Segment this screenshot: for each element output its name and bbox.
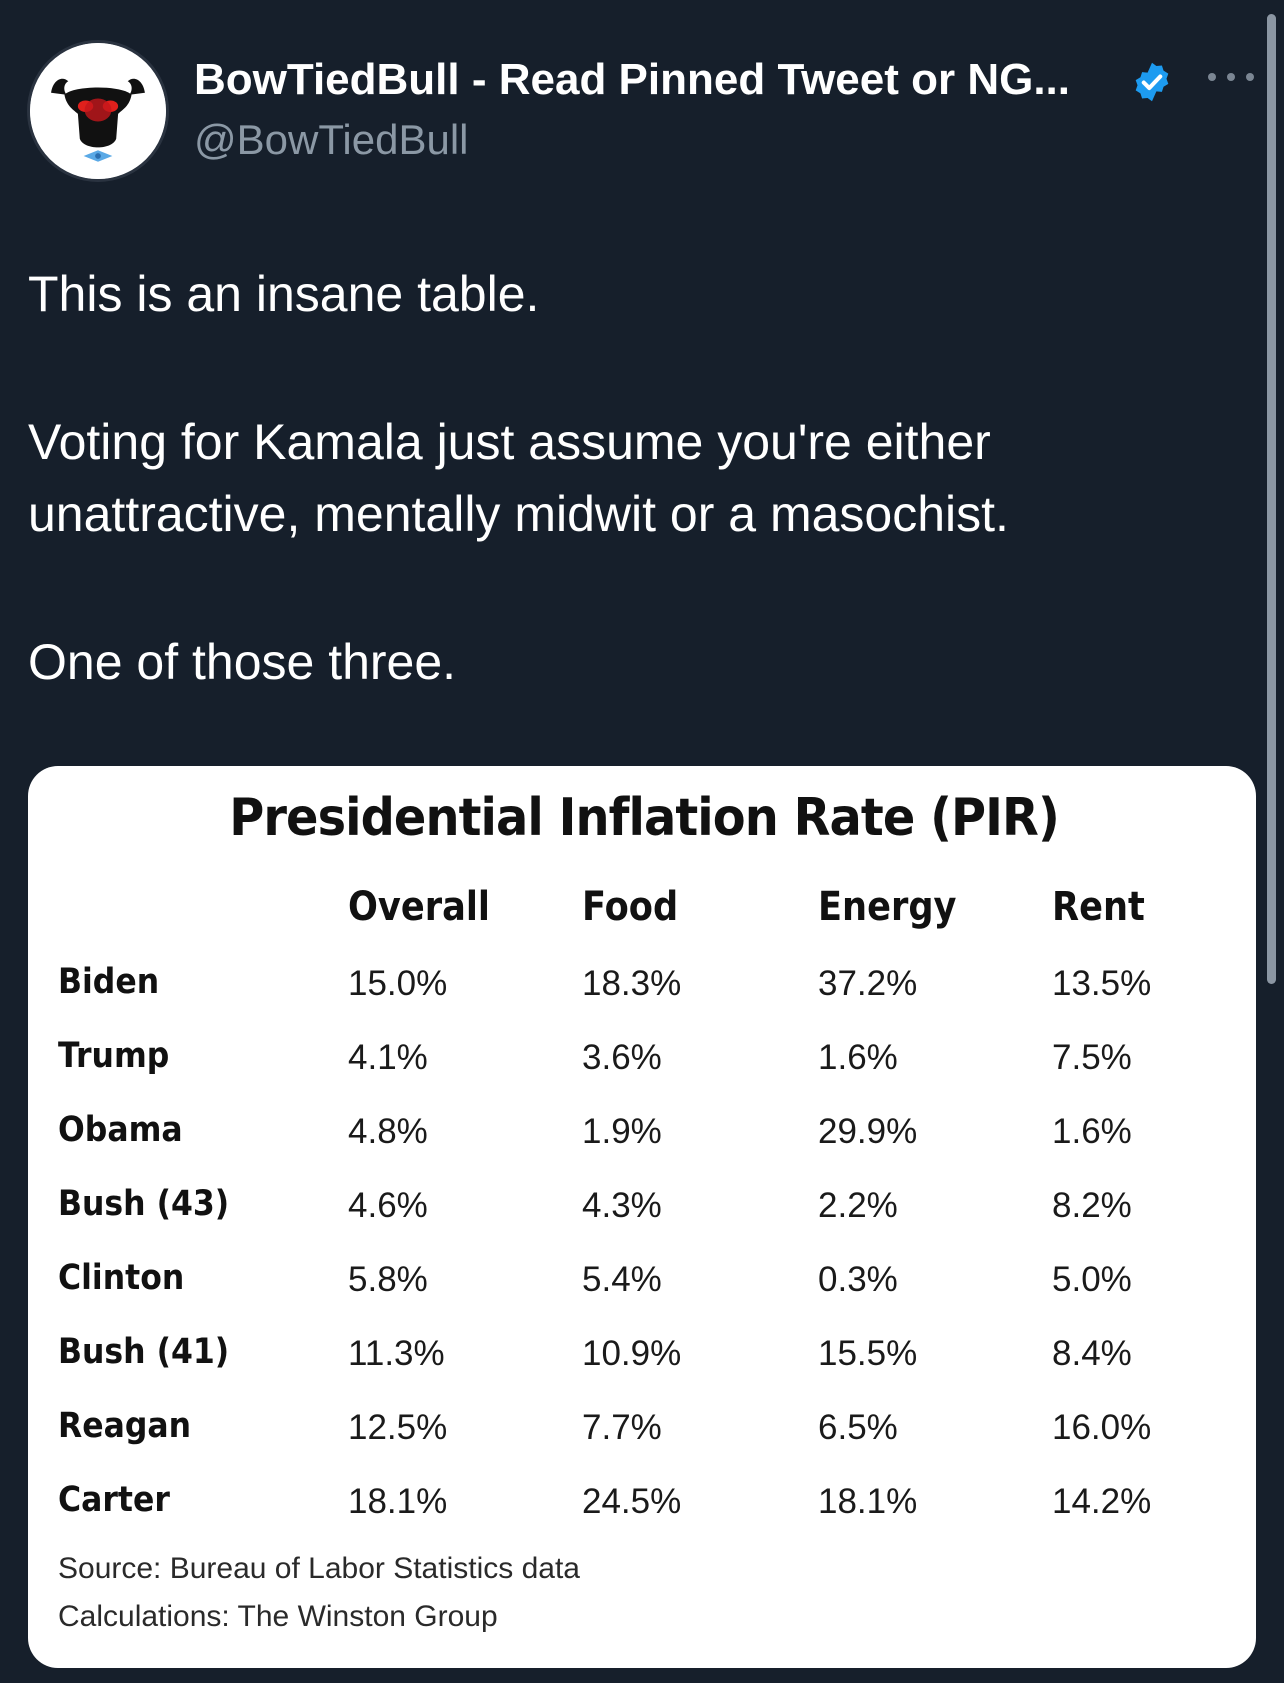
column-header: Food xyxy=(582,884,679,930)
table-cell: 1.6% xyxy=(1052,1112,1132,1151)
tweet-media-image[interactable]: Presidential Inflation Rate (PIR) Overal… xyxy=(28,766,1256,1668)
more-options-icon[interactable] xyxy=(1208,64,1254,90)
column-header: Rent xyxy=(1052,884,1145,930)
table-cell: 8.2% xyxy=(1052,1186,1132,1225)
scrollbar-thumb[interactable] xyxy=(1267,14,1276,984)
table-cell: 18.3% xyxy=(582,964,682,1003)
row-label: Obama xyxy=(58,1110,183,1150)
table-cell: 18.1% xyxy=(348,1482,448,1521)
table-cell: 3.6% xyxy=(582,1038,662,1077)
table-cell: 7.7% xyxy=(582,1408,662,1447)
table-title: Presidential Inflation Rate (PIR) xyxy=(229,788,1060,848)
table-cell: 1.6% xyxy=(818,1038,898,1077)
tweet-text-line: unattractive, mentally midwit or a masoc… xyxy=(28,486,1009,542)
table-cell: 7.5% xyxy=(1052,1038,1132,1077)
table-cell: 5.0% xyxy=(1052,1260,1132,1299)
inflation-table: Overall Food Energy Rent Biden 15.0% 18.3% 37.2… xyxy=(28,766,1256,1668)
table-cell: 15.5% xyxy=(818,1334,918,1373)
row-label: Trump xyxy=(58,1036,170,1076)
table-cell: 10.9% xyxy=(582,1334,682,1373)
table-cell: 24.5% xyxy=(582,1482,682,1521)
table-cell: 1.9% xyxy=(582,1112,662,1151)
row-label: Biden xyxy=(58,962,160,1002)
column-header: Energy xyxy=(818,884,957,930)
table-cell: 4.1% xyxy=(348,1038,428,1077)
author-avatar[interactable] xyxy=(27,40,169,182)
row-label: Reagan xyxy=(58,1406,192,1446)
table-calculations: Calculations: The Winston Group xyxy=(58,1600,498,1633)
table-cell: 2.2% xyxy=(818,1186,898,1225)
table-cell: 4.6% xyxy=(348,1186,428,1225)
row-label: Carter xyxy=(58,1480,170,1520)
table-cell: 5.4% xyxy=(582,1260,662,1299)
table-cell: 12.5% xyxy=(348,1408,448,1447)
table-cell: 11.3% xyxy=(348,1334,445,1373)
verified-badge-icon xyxy=(1135,62,1169,102)
table-cell: 15.0% xyxy=(348,964,448,1003)
table-cell: 14.2% xyxy=(1052,1482,1152,1521)
tweet-text-line: One of those three. xyxy=(28,634,457,690)
tweet-text-line: This is an insane table. xyxy=(28,266,540,322)
table-cell: 18.1% xyxy=(818,1482,918,1521)
table-cell: 13.5% xyxy=(1052,964,1152,1003)
table-cell: 5.8% xyxy=(348,1260,428,1299)
table-cell: 16.0% xyxy=(1052,1408,1152,1447)
row-label: Bush (43) xyxy=(58,1184,230,1224)
column-header: Overall xyxy=(348,884,490,930)
table-cell: 6.5% xyxy=(818,1408,898,1447)
bull-logo-icon xyxy=(30,43,166,179)
table-cell: 29.9% xyxy=(818,1112,918,1151)
table-cell: 4.8% xyxy=(348,1112,428,1151)
table-cell: 37.2% xyxy=(818,964,918,1003)
table-cell: 8.4% xyxy=(1052,1334,1132,1373)
tweet-text-line: Voting for Kamala just assume you're eit… xyxy=(28,414,991,470)
row-label: Clinton xyxy=(58,1258,185,1298)
author-display-name[interactable]: BowTiedBull - Read Pinned Tweet or NG... xyxy=(194,55,1071,104)
table-cell: 4.3% xyxy=(582,1186,662,1225)
table-cell: 0.3% xyxy=(818,1260,898,1299)
table-source: Source: Bureau of Labor Statistics data xyxy=(58,1552,580,1585)
row-label: Bush (41) xyxy=(58,1332,230,1372)
author-handle[interactable]: @BowTiedBull xyxy=(194,116,469,163)
